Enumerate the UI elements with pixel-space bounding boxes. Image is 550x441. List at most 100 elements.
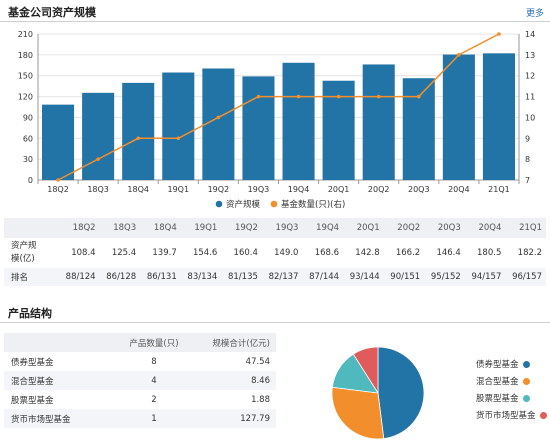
pie-legend-item: 股票型基金 — [476, 391, 547, 408]
table-header-cell: 18Q2 — [59, 218, 100, 238]
table-header-cell: 20Q4 — [464, 218, 506, 238]
y-left-tick-label: 30 — [23, 155, 33, 164]
product-scale: 127.79 — [200, 409, 276, 428]
table-header-cell: 20Q3 — [424, 218, 465, 238]
y-right-tick-label: 9 — [525, 134, 530, 143]
rank-cell: 96/157 — [505, 268, 546, 286]
pie-legend-dot — [522, 395, 530, 402]
assets-cell: 160.4 — [233, 247, 258, 258]
pie-legend: 债券型基金混合型基金股票型基金货币市场型基金 — [476, 357, 547, 425]
fund-count-line — [57, 33, 500, 181]
line-point — [96, 157, 100, 161]
asset-scale-title: 基金公司资产规模 — [8, 6, 96, 19]
pie-legend-label: 债券型基金 — [476, 360, 519, 370]
assets-cell: 168.6 — [314, 247, 340, 258]
line-point — [336, 94, 341, 99]
bar — [402, 78, 435, 180]
product-name: 货币市场型基金 — [4, 409, 108, 428]
rank-cell: 81/135 — [221, 268, 262, 286]
assets-cell: 146.4 — [436, 247, 461, 258]
rank-cell: 87/144 — [302, 268, 344, 286]
assets-cell: 142.8 — [355, 247, 380, 258]
table-corner-cell — [4, 218, 59, 238]
pie-legend-dot — [539, 412, 547, 419]
x-tick-label: 21Q1 — [488, 185, 510, 194]
x-tick-label: 18Q2 — [47, 185, 69, 194]
bar — [162, 72, 195, 180]
y-left-tick-label: 210 — [18, 30, 33, 39]
pie-legend-dot — [522, 378, 530, 385]
legend-label-count: 基金数量(只)(右) — [281, 199, 345, 210]
table-header-cell: 18Q4 — [140, 218, 181, 238]
x-tick-label: 19Q4 — [288, 185, 310, 194]
line-point — [457, 53, 461, 57]
pie-slice — [331, 386, 385, 440]
line-point — [416, 94, 421, 99]
product-row: 货币市场型基金 1 127.79 — [4, 409, 276, 428]
product-header-scale: 规模合计(亿元) — [200, 333, 276, 352]
product-structure-header: 产品结构 — [0, 301, 550, 323]
product-table-header: 产品数量(只) 规模合计(亿元) — [4, 333, 276, 352]
x-tick-label: 19Q3 — [248, 185, 270, 194]
pie-legend-item: 货币市场型基金 — [476, 408, 547, 425]
product-row: 股票型基金 2 1.88 — [4, 390, 276, 409]
rank-cell: 94/157 — [464, 268, 506, 286]
assets-cell: 149.0 — [274, 247, 299, 258]
table-header-cell: 18Q3 — [99, 218, 141, 238]
rank-cell: 82/137 — [261, 268, 303, 286]
rank-cell: 88/124 — [59, 268, 100, 286]
bar — [242, 76, 275, 180]
row-label-assets: 资产规 模(亿) — [11, 241, 37, 264]
y-right-tick-label: 10 — [525, 113, 535, 122]
pie-slice — [377, 346, 425, 440]
product-pie-chart — [331, 346, 425, 440]
rank-cell: 93/144 — [343, 268, 384, 286]
bar — [482, 53, 515, 180]
bar — [82, 92, 115, 180]
line-point — [256, 94, 261, 99]
pie-legend-label: 货币市场型基金 — [476, 411, 536, 421]
table-header-cell: 19Q3 — [261, 218, 303, 238]
section-divider — [0, 322, 550, 323]
y-left-tick-label: 180 — [18, 51, 33, 60]
table-header-cell: 20Q2 — [383, 218, 425, 238]
x-tick-label: 20Q1 — [328, 185, 350, 194]
pie-legend-item: 混合型基金 — [476, 374, 547, 391]
more-link[interactable]: 更多 — [525, 9, 544, 19]
product-structure-section: 产品结构 产品数量(只) 规模合计(亿元) 债券型基金 8 47.54 混合型基金 4 8… — [0, 301, 550, 440]
y-left-tick-label: 0 — [28, 176, 33, 185]
y-right-tick-label: 11 — [525, 93, 535, 102]
y-left-tick-label: 150 — [18, 72, 33, 81]
table-header-row: 18Q2 18Q3 18Q4 19Q1 19Q2 19Q3 19Q4 20Q1 20Q2 20Q3… — [4, 218, 546, 238]
product-count: 4 — [108, 371, 200, 390]
bar — [42, 104, 75, 180]
bar — [202, 68, 235, 180]
assets-cell: 154.6 — [192, 247, 218, 258]
table-header-cell: 19Q1 — [180, 218, 222, 238]
pie-legend-item: 债券型基金 — [476, 357, 547, 374]
product-count: 8 — [151, 356, 157, 367]
asset-scale-section-header: 基金公司资产规模 更多 — [0, 0, 550, 22]
table-header-cell: 20Q1 — [343, 218, 384, 238]
table-header-cell: 19Q4 — [302, 218, 344, 238]
line-point — [136, 136, 141, 141]
legend-marker-assets — [215, 200, 223, 208]
bar — [282, 62, 315, 181]
pie-legend-label: 股票型基金 — [476, 394, 519, 404]
rank-cell: 83/134 — [180, 268, 222, 286]
y-left-tick-label: 120 — [18, 93, 33, 102]
pie-slice — [352, 346, 379, 395]
line-point — [296, 94, 301, 99]
y-right-tick-label: 13 — [525, 51, 535, 60]
product-scale: 8.46 — [200, 371, 276, 390]
product-name: 混合型基金 — [4, 371, 108, 390]
asset-scale-chart: 0 30 60 90 120 150 180 210 7 8 9 10 11 12 13 14 18Q2 18Q3… — [18, 30, 535, 210]
assets-cell: 182.2 — [517, 247, 542, 258]
line-point — [56, 178, 60, 182]
rank-cell: 95/152 — [424, 268, 465, 286]
line-point — [497, 32, 501, 36]
x-tick-label: 20Q3 — [408, 185, 430, 194]
assets-cell: 166.2 — [395, 247, 421, 258]
assets-cell: 180.5 — [477, 247, 502, 258]
table-header-cell: 21Q1 — [505, 218, 546, 238]
